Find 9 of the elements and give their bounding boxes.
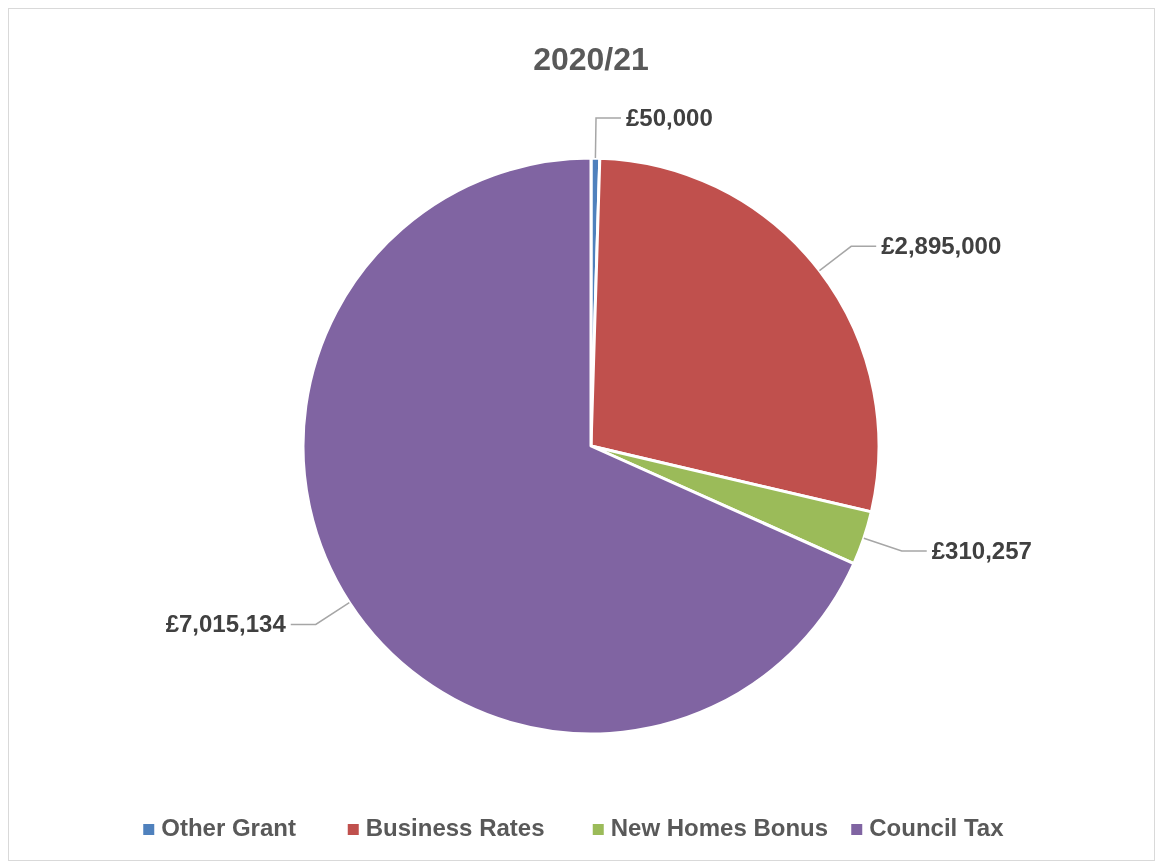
- chart-title: 2020/21: [533, 41, 649, 77]
- data-label: £2,895,000: [881, 232, 1002, 260]
- data-label: £50,000: [626, 104, 713, 132]
- legend-label: Business Rates: [365, 814, 545, 841]
- legend-label: Other Grant: [161, 814, 296, 841]
- data-label: £310,257: [931, 536, 1032, 564]
- data-label: £7,015,134: [165, 610, 287, 638]
- legend-label: Council Tax: [869, 814, 1005, 841]
- legend-label: New Homes Bonus: [610, 814, 829, 841]
